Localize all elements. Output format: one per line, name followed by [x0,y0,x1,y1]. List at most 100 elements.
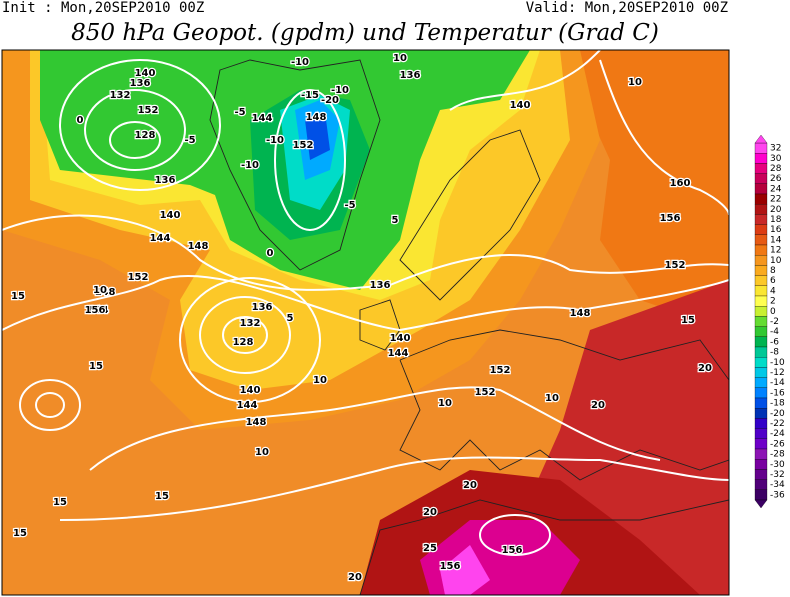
contour-label: 20 [423,507,437,518]
contour-label: 140 [135,68,156,79]
contour-label: 136 [400,70,421,81]
contour-label: 10 [545,393,559,404]
legend-swatch [754,316,768,327]
legend-swatch [754,183,768,195]
legend-swatch [754,285,768,297]
contour [222,316,268,354]
contour-label: 152 [475,387,496,398]
map-title: 850 hPa Geopot. (gpdm) und Temperatur (G… [71,20,659,46]
init-time: Init : Mon,20SEP2010 00Z [2,0,204,16]
legend-label: 20 [770,205,782,215]
legend-swatch [754,418,768,429]
contour-label: 10 [255,447,269,458]
contour-label: 144 [388,348,409,359]
legend-swatch [754,489,768,501]
contour [59,59,221,191]
legend-label: -2 [770,317,779,327]
contour [19,379,81,431]
legend-label: 30 [770,154,782,164]
legend-swatch [754,479,768,490]
legend-label: -10 [770,358,785,368]
contour-label: 140 [390,333,411,344]
contour [84,89,186,171]
contour-label: 20 [591,400,605,411]
contour-label: 148 [570,308,591,319]
contour-label: 152 [665,260,686,271]
contour-label: 152 [138,105,159,116]
contour-label: 156 [440,561,461,572]
contour [274,89,346,231]
legend-label: 4 [770,286,776,296]
contour-label: 136 [130,78,151,89]
contour [35,392,65,418]
contour-label: 25 [423,543,437,554]
legend-label: 18 [770,215,782,225]
legend-label: 12 [770,246,781,256]
coastlines [209,59,729,595]
contour [2,214,729,291]
legend-label: -34 [770,480,785,490]
contour-label: -5 [344,200,355,211]
contour-label: 140 [160,210,181,221]
legend-label: -20 [770,409,785,419]
legend-swatch [754,255,768,266]
legend-label: 10 [770,256,782,266]
legend-arrow-top [754,134,768,144]
legend-label: 32 [770,144,781,154]
legend-swatch [754,163,768,174]
contour-label: -5 [184,135,195,146]
contour-label: 132 [110,90,131,101]
legend-swatch [754,306,768,317]
legend-swatch [754,408,768,419]
contour-label: -10 [331,85,349,96]
legend-label: -16 [770,388,785,398]
contour-label: -10 [291,57,309,68]
contour-label: 128 [233,337,254,348]
legend-label: 14 [770,235,782,245]
contour-label: 15 [11,291,25,302]
legend-swatch [754,459,768,470]
legend-label: -36 [770,490,785,500]
contour-label: 15 [681,315,695,326]
legend-swatch [754,153,768,164]
contour-label: -10 [266,135,284,146]
legend-label: 24 [770,184,782,194]
greenland-coast [209,59,381,271]
contour-label: 144 [252,113,273,124]
legend-swatch [754,204,768,215]
contour-label: 152 [293,140,314,151]
contour-label: 15 [89,361,103,372]
contour-label: 132 [240,318,261,329]
contour-label: 140 [510,100,531,111]
legend-label: -6 [770,337,779,347]
contour-label: 5 [287,313,294,324]
contour-label: 128 [135,130,156,141]
valid-time: Valid: Mon,20SEP2010 00Z [526,0,728,16]
geopotential-contours [2,50,729,556]
contour [199,296,291,374]
legend-label: 0 [770,307,776,317]
contour [479,514,551,556]
legend-swatch [754,367,768,378]
contour-label: 15 [155,491,169,502]
legend-swatch [754,234,768,246]
legend-label: -14 [770,378,785,388]
africa-coast [359,499,729,595]
legend-label: -30 [770,460,785,470]
legend-swatch [754,265,768,276]
legend-swatch [754,377,768,388]
contour-label: 10 [628,77,642,88]
legend-swatch [754,336,768,348]
legend-label: -24 [770,429,785,439]
contour-label: 148 [188,241,209,252]
contour [89,386,661,471]
contour-label: 15 [13,528,27,539]
legend-label: 2 [770,297,776,307]
arctic-core [305,112,330,160]
warm-zone [560,50,729,330]
contour-label: 152 [128,272,149,283]
contour-label: 140 [240,385,261,396]
contour-label: 20 [348,572,362,583]
contour [599,59,729,216]
contour-label: 148 [246,417,267,428]
